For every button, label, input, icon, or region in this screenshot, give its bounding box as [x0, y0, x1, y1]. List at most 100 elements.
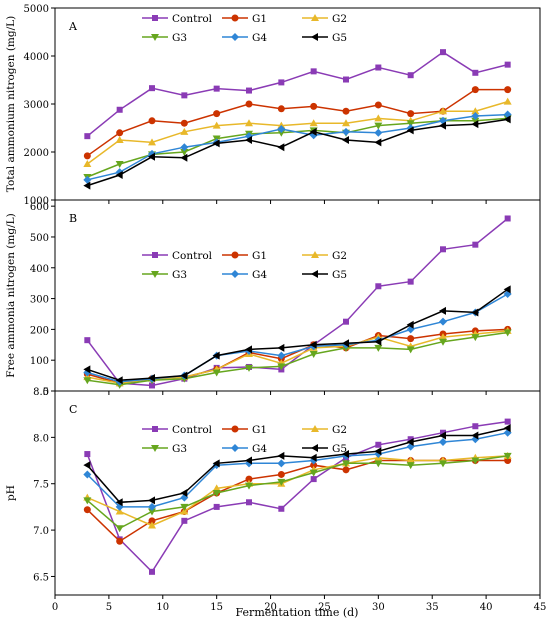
data-point	[212, 369, 221, 377]
data-point	[83, 506, 91, 514]
data-point	[245, 100, 253, 108]
data-point	[83, 365, 91, 374]
data-point	[277, 143, 285, 152]
data-point	[212, 139, 220, 148]
data-point	[342, 450, 349, 459]
data-point	[148, 496, 155, 505]
panel-label: B	[69, 212, 77, 225]
legend-item-g2: G2	[302, 13, 347, 25]
data-point	[407, 335, 415, 343]
series-control	[84, 215, 511, 389]
data-point	[504, 61, 511, 68]
data-point	[374, 122, 383, 130]
data-point	[309, 119, 318, 127]
data-point	[277, 363, 286, 371]
data-point	[504, 86, 512, 94]
data-point	[471, 117, 480, 125]
data-point	[277, 129, 286, 137]
data-point	[374, 114, 383, 122]
y-tick-label: 1000	[24, 196, 49, 207]
data-point	[342, 127, 350, 136]
legend-label: G4	[252, 269, 267, 281]
data-point	[245, 119, 253, 127]
legend-label: G5	[332, 443, 347, 455]
legend-label: G3	[172, 269, 187, 281]
data-point	[245, 364, 253, 372]
data-point	[406, 456, 415, 464]
x-tick-label: 25	[318, 602, 331, 613]
data-point	[374, 138, 382, 147]
series-g2	[83, 97, 512, 167]
data-point	[212, 459, 220, 468]
data-point	[83, 377, 92, 385]
legend-marker	[231, 270, 239, 278]
y-tick-label: 600	[30, 202, 49, 213]
data-point	[180, 149, 189, 156]
data-point	[115, 161, 124, 168]
legend-label: G1	[252, 13, 267, 25]
data-point	[471, 112, 480, 120]
legend-label: G2	[332, 250, 347, 262]
data-point	[503, 97, 512, 105]
y-tick-label: 300	[30, 295, 49, 306]
plot-frame	[54, 199, 541, 392]
data-point	[439, 438, 447, 446]
y-axis-label: Total ammonium nitrogen (mg/L)	[5, 16, 17, 192]
data-point	[245, 456, 252, 465]
legend-marker	[151, 445, 159, 452]
data-point	[439, 460, 447, 468]
legend-label: Control	[172, 250, 213, 262]
legend-label: Control	[172, 424, 213, 436]
legend-marker	[151, 34, 159, 41]
data-point	[310, 476, 317, 483]
x-tick-label: 35	[426, 602, 439, 613]
legend-item-g5: G5	[302, 32, 347, 44]
data-point	[180, 153, 188, 162]
data-point	[406, 320, 414, 329]
y-tick-label: 5000	[24, 4, 49, 15]
data-point	[148, 517, 156, 525]
data-point	[407, 72, 414, 79]
data-point	[245, 475, 253, 483]
data-point	[406, 346, 415, 354]
data-point	[246, 87, 252, 94]
data-point	[471, 457, 480, 465]
data-point	[115, 376, 123, 385]
data-point	[181, 92, 188, 99]
data-point	[148, 374, 155, 383]
series-line	[86, 420, 508, 573]
x-tick-label: 10	[156, 602, 169, 613]
series-g4	[83, 289, 512, 386]
data-point	[439, 317, 447, 326]
data-point	[115, 498, 123, 507]
data-point	[503, 115, 511, 124]
series-line	[86, 427, 508, 504]
legend-item-control: Control	[142, 250, 213, 262]
series-g4	[83, 110, 512, 184]
data-point	[406, 438, 414, 446]
data-point	[374, 128, 383, 137]
series-line	[87, 455, 508, 527]
data-point	[115, 171, 123, 180]
legend: Control G1 G2 G3 G4 G5	[142, 424, 347, 455]
legend-marker	[152, 426, 158, 432]
legend-item-g1: G1	[222, 424, 267, 436]
data-point	[471, 107, 480, 115]
series-g1	[83, 86, 512, 160]
data-point	[212, 490, 221, 497]
legend-marker	[231, 14, 239, 22]
legend-item-control: Control	[142, 13, 213, 25]
data-point	[245, 482, 253, 490]
y-tick-label: 100	[30, 356, 49, 367]
data-point	[83, 181, 91, 190]
x-axis-label: Fermentation time (d)	[236, 606, 359, 619]
data-point	[439, 107, 447, 115]
data-point	[342, 339, 349, 348]
data-point	[83, 175, 92, 184]
data-point	[148, 152, 155, 161]
data-point	[83, 461, 91, 470]
data-point	[471, 308, 479, 317]
y-tick-label: 7.0	[33, 526, 49, 537]
data-point	[439, 306, 446, 315]
